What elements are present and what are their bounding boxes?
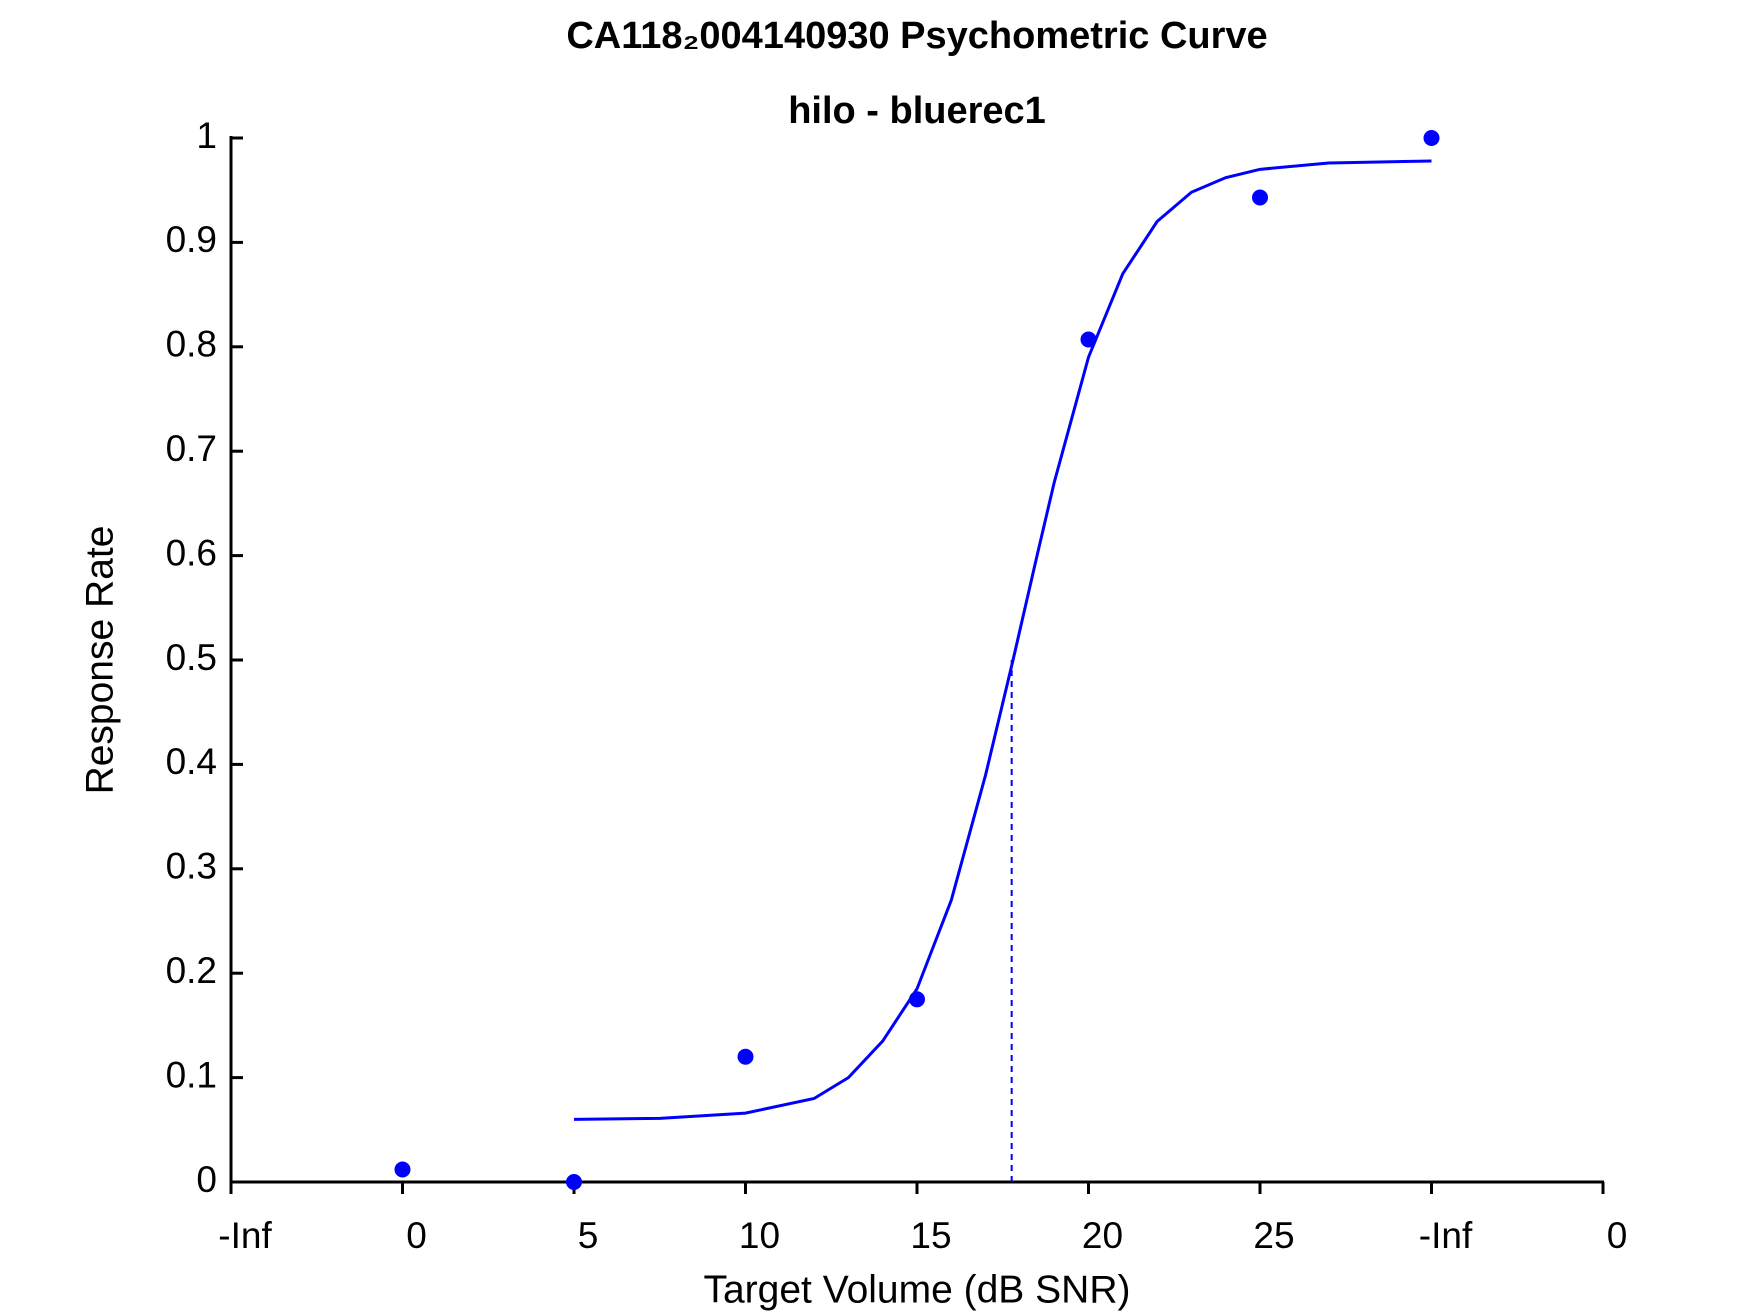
data-point xyxy=(909,991,925,1008)
y-tick-label: 0.6 xyxy=(166,532,217,573)
y-axis-label: Response Rate xyxy=(78,526,121,795)
x-axis-label: Target Volume (dB SNR) xyxy=(703,1268,1130,1311)
x-tick-label: 0 xyxy=(1607,1215,1628,1256)
chart-title: CA118₂004140930 Psychometric Curve xyxy=(566,15,1267,57)
y-tick-label: 0.3 xyxy=(166,846,217,887)
data-point xyxy=(1423,130,1440,146)
data-point xyxy=(566,1174,582,1190)
data-point xyxy=(394,1161,411,1178)
fit-curve xyxy=(573,159,1432,1121)
x-tick-label: 10 xyxy=(739,1215,780,1256)
y-tick-label: 0.5 xyxy=(166,637,217,678)
data-point xyxy=(1252,189,1268,206)
data-point xyxy=(1080,331,1097,348)
x-tick-label: 20 xyxy=(1082,1215,1123,1256)
y-tick-label: 0.1 xyxy=(166,1054,217,1095)
x-tick-label: 15 xyxy=(910,1215,951,1256)
y-tick-label: 1 xyxy=(196,115,217,156)
chart-subtitle: hilo - bluerec1 xyxy=(788,90,1046,132)
x-tick-label: -Inf xyxy=(218,1215,272,1256)
y-tick-label: 0.9 xyxy=(166,219,217,260)
x-tick-label: 5 xyxy=(578,1215,599,1256)
x-tick-label: 25 xyxy=(1253,1215,1294,1256)
x-tick-label: -Inf xyxy=(1419,1215,1473,1256)
y-tick-label: 0 xyxy=(196,1159,217,1200)
x-tick-label: 0 xyxy=(406,1215,427,1256)
y-tick-label: 0.8 xyxy=(166,324,217,365)
y-tick-label: 0.2 xyxy=(166,950,217,991)
y-tick-label: 0.4 xyxy=(166,741,217,782)
data-point xyxy=(737,1048,754,1065)
y-tick-label: 0.7 xyxy=(166,428,217,469)
